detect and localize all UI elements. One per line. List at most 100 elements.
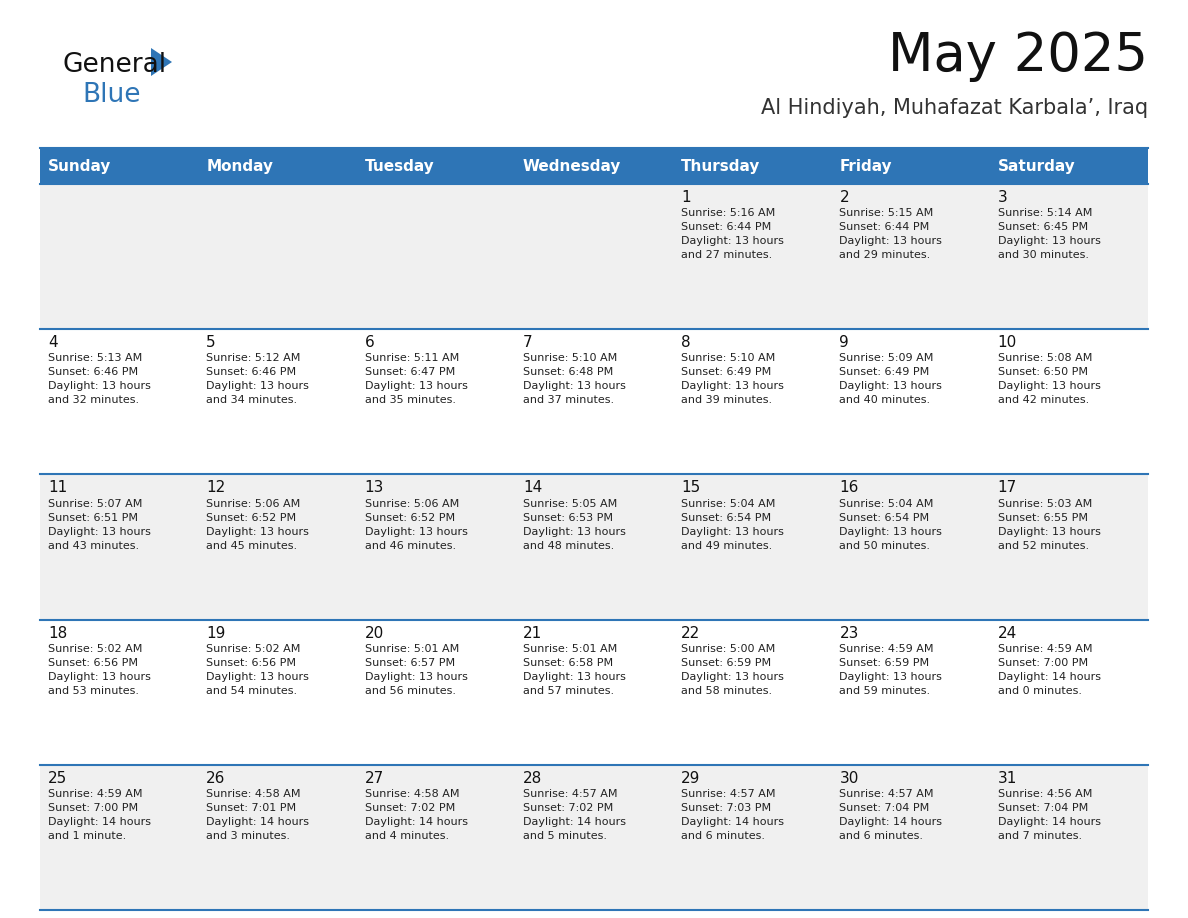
Text: Sunrise: 5:01 AM: Sunrise: 5:01 AM — [523, 644, 617, 654]
Text: and 52 minutes.: and 52 minutes. — [998, 541, 1089, 551]
Text: Sunrise: 5:04 AM: Sunrise: 5:04 AM — [840, 498, 934, 509]
Text: 9: 9 — [840, 335, 849, 350]
Text: Sunset: 6:52 PM: Sunset: 6:52 PM — [365, 512, 455, 522]
Text: 15: 15 — [681, 480, 701, 496]
Text: Daylight: 14 hours: Daylight: 14 hours — [998, 672, 1101, 682]
Text: 18: 18 — [48, 625, 68, 641]
Text: 2: 2 — [840, 190, 849, 205]
Text: Daylight: 13 hours: Daylight: 13 hours — [523, 381, 626, 391]
Text: Sunset: 7:00 PM: Sunset: 7:00 PM — [998, 658, 1088, 667]
Text: and 54 minutes.: and 54 minutes. — [207, 686, 297, 696]
Text: Sunset: 7:03 PM: Sunset: 7:03 PM — [681, 803, 771, 813]
Text: 13: 13 — [365, 480, 384, 496]
Text: Sunset: 6:52 PM: Sunset: 6:52 PM — [207, 512, 297, 522]
Text: Tuesday: Tuesday — [365, 159, 435, 174]
Text: Sunrise: 5:09 AM: Sunrise: 5:09 AM — [840, 353, 934, 364]
Text: and 50 minutes.: and 50 minutes. — [840, 541, 930, 551]
Text: 20: 20 — [365, 625, 384, 641]
Text: and 35 minutes.: and 35 minutes. — [365, 396, 455, 406]
Text: 16: 16 — [840, 480, 859, 496]
Text: 14: 14 — [523, 480, 542, 496]
Text: 4: 4 — [48, 335, 58, 350]
Text: and 34 minutes.: and 34 minutes. — [207, 396, 297, 406]
Text: Sunset: 6:47 PM: Sunset: 6:47 PM — [365, 367, 455, 377]
Text: Sunset: 6:49 PM: Sunset: 6:49 PM — [681, 367, 771, 377]
Text: Wednesday: Wednesday — [523, 159, 621, 174]
Text: Sunset: 6:53 PM: Sunset: 6:53 PM — [523, 512, 613, 522]
Text: and 6 minutes.: and 6 minutes. — [840, 831, 923, 841]
Text: Daylight: 13 hours: Daylight: 13 hours — [998, 236, 1100, 246]
Text: Daylight: 13 hours: Daylight: 13 hours — [207, 672, 309, 682]
Text: and 3 minutes.: and 3 minutes. — [207, 831, 290, 841]
Text: and 27 minutes.: and 27 minutes. — [681, 251, 772, 260]
Text: and 29 minutes.: and 29 minutes. — [840, 251, 930, 260]
Text: and 0 minutes.: and 0 minutes. — [998, 686, 1082, 696]
Text: Monday: Monday — [207, 159, 273, 174]
Text: and 1 minute.: and 1 minute. — [48, 831, 126, 841]
Text: Sunrise: 4:57 AM: Sunrise: 4:57 AM — [681, 789, 776, 799]
Text: Daylight: 14 hours: Daylight: 14 hours — [365, 817, 468, 827]
Text: Daylight: 13 hours: Daylight: 13 hours — [207, 527, 309, 537]
Text: 6: 6 — [365, 335, 374, 350]
Text: 19: 19 — [207, 625, 226, 641]
Text: and 45 minutes.: and 45 minutes. — [207, 541, 297, 551]
Text: Sunrise: 4:56 AM: Sunrise: 4:56 AM — [998, 789, 1092, 799]
Text: Sunset: 6:46 PM: Sunset: 6:46 PM — [207, 367, 297, 377]
Text: Sunrise: 5:04 AM: Sunrise: 5:04 AM — [681, 498, 776, 509]
Text: Sunrise: 4:58 AM: Sunrise: 4:58 AM — [207, 789, 301, 799]
Text: Daylight: 13 hours: Daylight: 13 hours — [48, 381, 151, 391]
Text: Sunrise: 4:57 AM: Sunrise: 4:57 AM — [840, 789, 934, 799]
Text: Sunset: 6:54 PM: Sunset: 6:54 PM — [681, 512, 771, 522]
Text: 31: 31 — [998, 771, 1017, 786]
Text: Sunset: 6:56 PM: Sunset: 6:56 PM — [207, 658, 296, 667]
Text: Sunset: 7:00 PM: Sunset: 7:00 PM — [48, 803, 138, 813]
Text: and 6 minutes.: and 6 minutes. — [681, 831, 765, 841]
Text: Daylight: 14 hours: Daylight: 14 hours — [48, 817, 151, 827]
Text: and 30 minutes.: and 30 minutes. — [998, 251, 1088, 260]
Text: Sunrise: 5:15 AM: Sunrise: 5:15 AM — [840, 208, 934, 218]
Text: and 59 minutes.: and 59 minutes. — [840, 686, 930, 696]
Text: Saturday: Saturday — [998, 159, 1075, 174]
Polygon shape — [151, 48, 172, 76]
Text: Daylight: 14 hours: Daylight: 14 hours — [998, 817, 1101, 827]
Text: and 40 minutes.: and 40 minutes. — [840, 396, 930, 406]
Text: and 7 minutes.: and 7 minutes. — [998, 831, 1082, 841]
Text: Daylight: 13 hours: Daylight: 13 hours — [365, 672, 467, 682]
Text: Sunset: 6:55 PM: Sunset: 6:55 PM — [998, 512, 1088, 522]
Bar — [40, 620, 1148, 765]
Text: Sunrise: 5:10 AM: Sunrise: 5:10 AM — [681, 353, 776, 364]
Text: Al Hindiyah, Muhafazat Karbala’, Iraq: Al Hindiyah, Muhafazat Karbala’, Iraq — [760, 98, 1148, 118]
Text: Sunset: 6:48 PM: Sunset: 6:48 PM — [523, 367, 613, 377]
Text: Sunrise: 5:03 AM: Sunrise: 5:03 AM — [998, 498, 1092, 509]
Text: Daylight: 13 hours: Daylight: 13 hours — [365, 381, 467, 391]
Text: and 56 minutes.: and 56 minutes. — [365, 686, 455, 696]
Text: 5: 5 — [207, 335, 216, 350]
Text: Daylight: 13 hours: Daylight: 13 hours — [681, 236, 784, 246]
Text: Blue: Blue — [82, 82, 140, 108]
Text: and 53 minutes.: and 53 minutes. — [48, 686, 139, 696]
Text: Daylight: 14 hours: Daylight: 14 hours — [523, 817, 626, 827]
Text: May 2025: May 2025 — [887, 30, 1148, 82]
Text: and 5 minutes.: and 5 minutes. — [523, 831, 607, 841]
Text: and 58 minutes.: and 58 minutes. — [681, 686, 772, 696]
Text: 25: 25 — [48, 771, 68, 786]
Text: Sunrise: 5:11 AM: Sunrise: 5:11 AM — [365, 353, 459, 364]
Text: Sunset: 6:59 PM: Sunset: 6:59 PM — [681, 658, 771, 667]
Text: Sunset: 6:45 PM: Sunset: 6:45 PM — [998, 222, 1088, 232]
Text: Daylight: 13 hours: Daylight: 13 hours — [840, 527, 942, 537]
Text: Sunrise: 5:00 AM: Sunrise: 5:00 AM — [681, 644, 776, 654]
Text: Sunset: 6:46 PM: Sunset: 6:46 PM — [48, 367, 138, 377]
Text: and 48 minutes.: and 48 minutes. — [523, 541, 614, 551]
Text: and 39 minutes.: and 39 minutes. — [681, 396, 772, 406]
Text: Sunrise: 5:14 AM: Sunrise: 5:14 AM — [998, 208, 1092, 218]
Text: 28: 28 — [523, 771, 542, 786]
Text: and 46 minutes.: and 46 minutes. — [365, 541, 456, 551]
Text: Daylight: 14 hours: Daylight: 14 hours — [681, 817, 784, 827]
Text: and 32 minutes.: and 32 minutes. — [48, 396, 139, 406]
Text: 8: 8 — [681, 335, 690, 350]
Text: Sunset: 6:44 PM: Sunset: 6:44 PM — [681, 222, 771, 232]
Text: Sunset: 6:57 PM: Sunset: 6:57 PM — [365, 658, 455, 667]
Text: 21: 21 — [523, 625, 542, 641]
Text: Daylight: 13 hours: Daylight: 13 hours — [523, 527, 626, 537]
Text: Daylight: 13 hours: Daylight: 13 hours — [48, 527, 151, 537]
